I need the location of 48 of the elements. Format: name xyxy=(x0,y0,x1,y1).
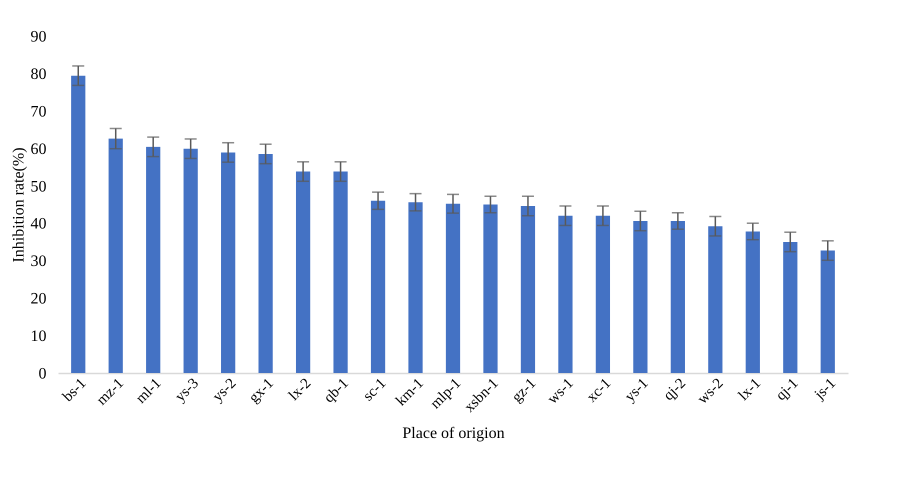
y-tick-label: 20 xyxy=(30,290,46,308)
y-tick-label: 40 xyxy=(30,216,46,233)
y-tick-label: 10 xyxy=(30,328,46,346)
y-tick-label: 60 xyxy=(30,140,46,158)
bar xyxy=(446,204,460,373)
bar xyxy=(258,154,273,373)
y-tick-label: 0 xyxy=(38,366,46,382)
bar xyxy=(820,250,835,373)
bar xyxy=(108,138,123,373)
bar xyxy=(221,152,236,373)
y-tick-label: 80 xyxy=(30,66,46,83)
x-tick-label: qj-2 xyxy=(660,376,690,404)
y-tick-label: 70 xyxy=(30,103,46,120)
bar xyxy=(296,172,310,373)
bar xyxy=(670,220,685,373)
bar xyxy=(184,148,198,373)
bar xyxy=(596,216,610,373)
x-tick-label: qj-1 xyxy=(773,376,802,404)
x-tick-label: js-1 xyxy=(811,376,840,404)
bar xyxy=(708,226,722,373)
y-axis-title: Inhibition rate(%) xyxy=(10,147,28,263)
x-tick-label: lx-1 xyxy=(736,376,764,404)
x-tick-label: lx-2 xyxy=(286,376,314,404)
bar xyxy=(633,220,648,373)
bar xyxy=(71,76,86,373)
x-tick-label: ws-1 xyxy=(544,376,577,408)
bar xyxy=(520,206,536,373)
y-tick-label: 90 xyxy=(30,28,46,46)
x-axis-title: Place of origion xyxy=(402,424,505,442)
bar xyxy=(558,216,573,373)
x-tick-label: gz-1 xyxy=(509,376,540,406)
x-tick-label: sc-1 xyxy=(360,376,390,404)
bar xyxy=(370,200,386,373)
x-tick-label: ml-1 xyxy=(133,376,165,407)
bar xyxy=(333,172,348,373)
bar xyxy=(746,231,760,373)
y-tick-label: 50 xyxy=(30,178,46,196)
bar xyxy=(783,242,798,373)
bar xyxy=(483,204,498,373)
bar xyxy=(408,202,423,373)
bar xyxy=(146,146,160,373)
x-tick-label: gx-1 xyxy=(246,376,277,406)
x-tick-label: ys-1 xyxy=(622,376,652,406)
x-tick-label: bs-1 xyxy=(60,376,90,406)
x-tick-label: ws-2 xyxy=(694,376,727,408)
x-tick-label: qb-1 xyxy=(321,376,352,406)
x-tick-label: xc-1 xyxy=(584,376,614,406)
y-tick-label: 30 xyxy=(30,253,46,270)
